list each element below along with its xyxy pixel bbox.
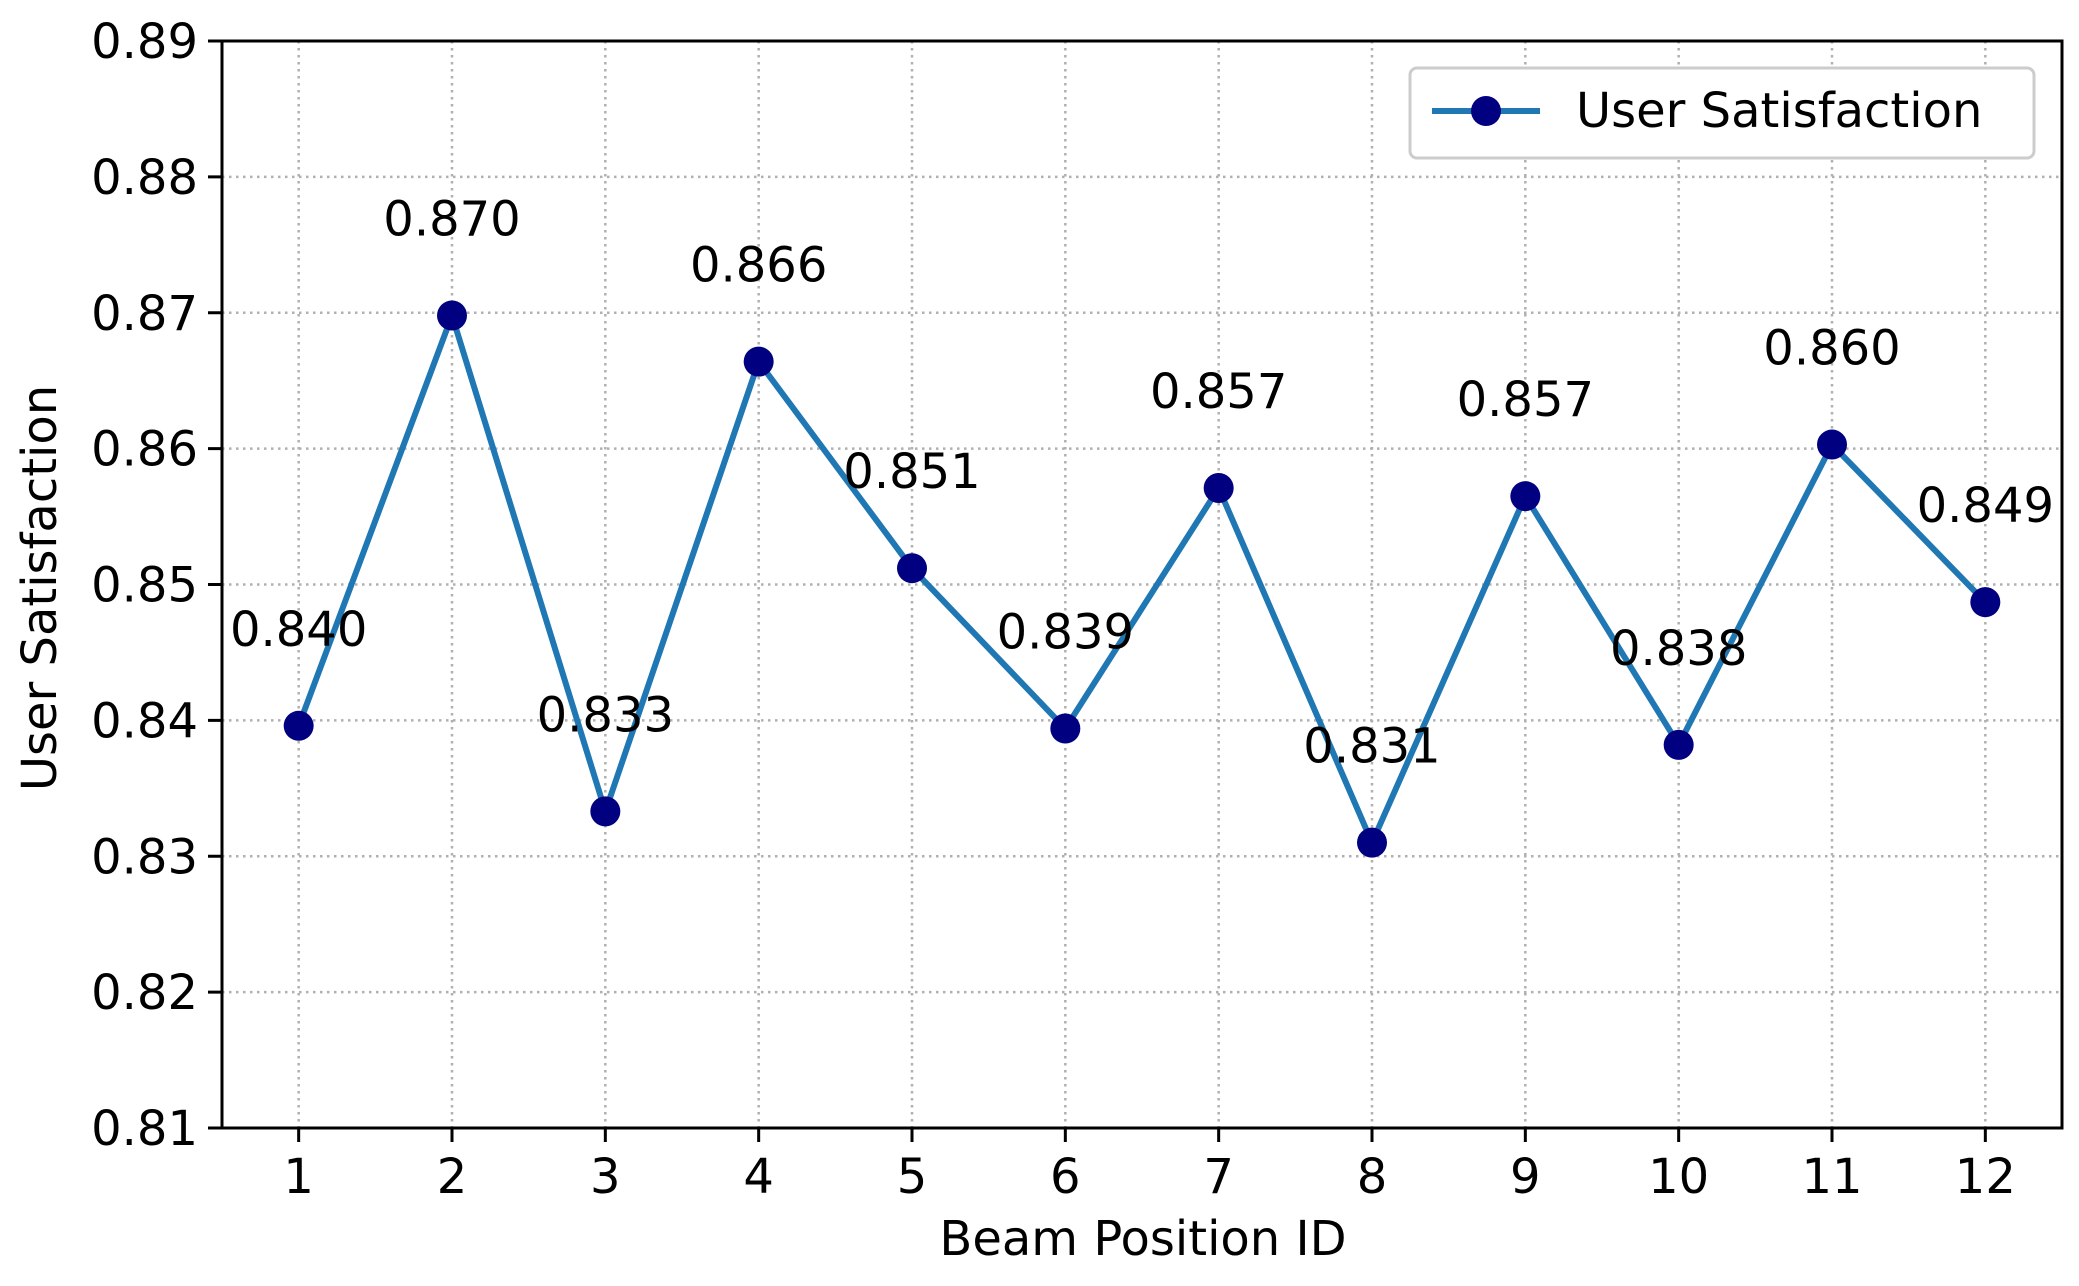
x-tick-label: 11 [1801, 1149, 1862, 1205]
legend-marker-swatch [1471, 96, 1501, 126]
y-tick-label: 0.86 [91, 422, 198, 478]
x-axis-title: Beam Position ID [939, 1211, 1346, 1267]
x-tick-label: 10 [1648, 1149, 1709, 1205]
data-point [1817, 429, 1847, 460]
data-label: 0.857 [1457, 372, 1594, 428]
x-tick-label: 1 [283, 1149, 314, 1205]
data-point [1663, 729, 1694, 760]
data-label: 0.840 [230, 602, 367, 658]
data-label: 0.831 [1303, 719, 1440, 775]
y-tick-label: 0.89 [91, 14, 198, 70]
data-point [1050, 713, 1081, 744]
data-label: 0.838 [1610, 621, 1747, 677]
data-point [590, 796, 621, 827]
y-tick-label: 0.85 [91, 558, 198, 614]
x-tick-label: 2 [437, 1149, 468, 1205]
series-group [283, 300, 2001, 858]
data-point [1510, 481, 1541, 512]
data-labels-group: 0.840 0.870 0.833 0.866 0.851 0.839 0.857 0.831… [230, 191, 2054, 774]
series-line-user-satisfaction [295, 312, 1988, 846]
data-point [897, 553, 927, 584]
x-tick-label: 12 [1955, 1149, 2016, 1205]
y-tick-label: 0.81 [91, 1101, 198, 1157]
data-label: 0.839 [997, 605, 1134, 661]
data-label: 0.866 [690, 238, 827, 294]
data-label: 0.870 [383, 191, 520, 247]
legend-box [1408, 66, 2036, 160]
x-tick-label: 4 [743, 1149, 774, 1205]
legend: User Satisfaction [1408, 66, 2036, 160]
x-tick-label: 7 [1203, 1149, 1234, 1205]
data-label: 0.860 [1763, 321, 1900, 377]
y-tick-label: 0.82 [91, 965, 198, 1021]
data-point [1970, 587, 2001, 618]
x-tick-label: 9 [1510, 1149, 1541, 1205]
legend-label: User Satisfaction [1576, 83, 1982, 139]
data-label: 0.851 [843, 444, 980, 500]
y-tick-label: 0.83 [91, 829, 198, 885]
y-tick-label: 0.88 [91, 150, 198, 206]
data-point [1357, 827, 1387, 858]
y-tick-label: 0.87 [91, 286, 198, 342]
x-axis-ticks: 1 2 3 4 5 6 7 8 9 10 11 12 [283, 1128, 2016, 1205]
data-point [283, 710, 314, 741]
y-axis-ticks: 0.81 0.82 0.83 0.84 0.85 0.86 0.87 0.88 0.89 [91, 14, 222, 1157]
data-label: 0.849 [1917, 478, 2054, 534]
data-point [1203, 473, 1234, 504]
data-label: 0.857 [1150, 364, 1287, 420]
y-axis-title: User Satisfaction [12, 385, 68, 791]
y-tick-label: 0.84 [91, 693, 198, 749]
x-tick-label: 3 [590, 1149, 621, 1205]
x-tick-label: 8 [1357, 1149, 1388, 1205]
x-tick-label: 5 [897, 1149, 928, 1205]
data-point [437, 300, 467, 331]
data-point [743, 346, 774, 377]
data-label: 0.833 [537, 687, 674, 743]
x-tick-label: 6 [1050, 1149, 1081, 1205]
